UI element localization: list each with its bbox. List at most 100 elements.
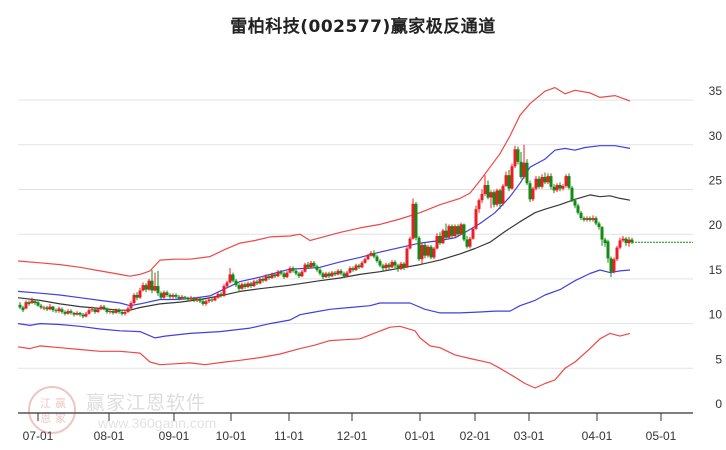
candle [231,272,235,283]
candle [123,311,127,316]
candle [546,173,550,185]
candle [483,175,487,196]
candle [324,271,328,279]
candle [501,184,505,206]
y-tick-label: 35 [709,84,723,98]
candle [267,274,271,280]
candle [606,239,610,263]
candle [273,272,277,279]
candle [57,306,61,313]
candle [246,281,250,288]
candle [243,282,247,289]
candle [414,202,418,241]
candle [390,260,394,269]
candle [36,301,40,307]
candle [576,203,580,215]
candle [90,306,94,312]
candle [528,180,532,203]
candle [33,299,37,305]
candle [240,282,244,290]
candle [270,272,274,279]
candle [384,262,388,270]
candle [144,283,148,293]
candle [621,235,625,243]
candle [465,235,469,249]
candle [180,294,184,300]
y-tick-label: 20 [709,218,723,232]
candle [117,308,121,314]
candle [462,223,466,242]
candle [132,293,136,304]
candle [153,272,157,292]
candle [258,277,262,285]
x-tick-label: 09-01 [159,429,190,443]
candle [348,266,352,274]
candle [327,271,331,279]
candle [477,198,481,213]
candle [597,221,601,230]
candle [432,246,436,260]
candle [561,184,565,191]
candle [411,198,415,240]
chart-title: 雷柏科技(002577)赢家极反通道 [230,17,496,37]
x-tick-label: 05-01 [646,429,677,443]
candle [195,296,199,303]
candle [237,283,241,293]
candle [135,292,139,301]
candle [318,268,322,276]
candle [450,224,454,239]
candle [615,245,619,262]
channel-bands [17,87,631,389]
candle [543,172,547,185]
candle [66,309,70,315]
candle [486,180,490,200]
candle [402,261,406,270]
y-tick-label: 15 [709,263,723,277]
candle [321,271,325,279]
candle [594,216,598,226]
candle [183,295,187,300]
y-tick-label: 25 [709,174,723,188]
candle [165,290,169,297]
candle [75,311,79,316]
candle [177,294,181,301]
candle [207,297,211,304]
candle [339,269,343,276]
candle [567,173,571,190]
candle [537,176,541,189]
x-tick-label: 01-01 [405,429,436,443]
candle [453,224,457,238]
candle [78,311,82,317]
candle [480,189,484,203]
candle [84,311,88,318]
candle [171,293,175,299]
candle [471,227,475,240]
candle [381,263,385,271]
candle [366,253,370,261]
candle [174,293,178,299]
candle [438,232,442,245]
candle [162,290,166,299]
candle [552,184,556,194]
candle [396,263,400,272]
candle [99,304,103,311]
candle [357,263,361,270]
candle [312,261,316,269]
candle [333,270,337,277]
candle [369,251,373,257]
candle [489,190,493,209]
candle [600,226,604,246]
candle [309,261,313,269]
candle [345,270,349,278]
x-tick-label: 11-01 [274,429,304,443]
candle [192,296,196,303]
candle [330,270,334,278]
candle [429,244,433,260]
candle [69,309,73,315]
candle [513,145,517,169]
candle [582,216,586,222]
candle [573,198,577,209]
candle [294,269,298,276]
candle [618,237,622,250]
candle [234,278,238,287]
